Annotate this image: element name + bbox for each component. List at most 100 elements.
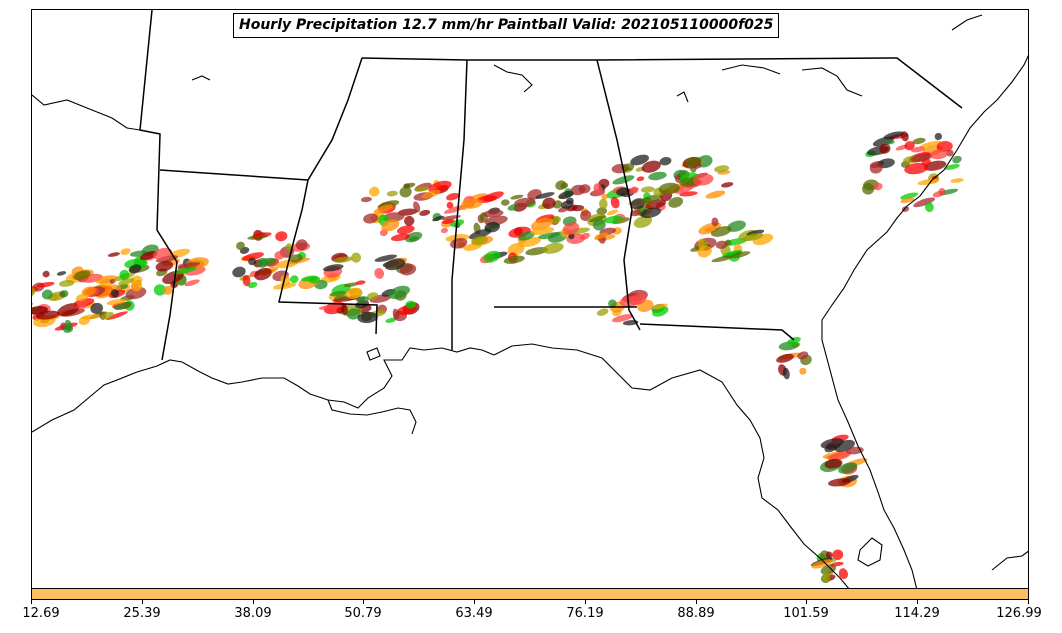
precip-blob <box>799 367 807 375</box>
precip-blob <box>518 231 535 241</box>
precip-blob <box>869 162 883 174</box>
precip-blob <box>692 173 714 186</box>
precip-blob <box>334 295 350 300</box>
precip-blob <box>440 227 448 234</box>
precip-blob <box>273 282 297 290</box>
coastline <box>32 14 1028 588</box>
precip-blob <box>592 219 606 231</box>
precip-blob <box>929 149 949 160</box>
precip-blob <box>608 299 617 308</box>
precip-blob <box>607 209 619 216</box>
precip-blob <box>598 198 608 210</box>
precip-blob <box>510 194 524 200</box>
precip-blob <box>821 572 831 582</box>
precip-blob <box>946 149 954 157</box>
precip-blob <box>369 186 380 197</box>
precip-blob <box>825 551 833 559</box>
precip-blob <box>355 280 366 285</box>
precip-blob <box>90 302 104 314</box>
precip-blob <box>827 478 851 487</box>
precip-blob <box>724 239 732 246</box>
precip-blob <box>611 314 634 323</box>
precipitation-blobs <box>32 131 964 583</box>
precip-blob <box>59 290 69 298</box>
precip-blob <box>628 293 647 306</box>
precip-blob <box>630 209 642 217</box>
precip-blob <box>323 264 344 272</box>
precip-blob <box>824 458 843 469</box>
precip-blob <box>616 187 630 196</box>
state-borders <box>139 10 963 361</box>
precip-blob <box>714 165 730 173</box>
precip-blob <box>76 299 87 310</box>
precip-blob <box>697 245 712 258</box>
precip-blob <box>100 312 115 320</box>
precip-blob <box>343 282 359 288</box>
precip-blob <box>501 199 510 206</box>
precip-blob <box>900 192 919 200</box>
precip-blob <box>75 293 89 302</box>
precip-blob <box>542 242 564 254</box>
precip-blob <box>441 218 455 225</box>
precip-blob <box>56 271 67 276</box>
precip-blob <box>396 225 415 235</box>
precip-blob <box>640 207 662 219</box>
precip-blob <box>919 140 942 149</box>
precip-blob <box>118 278 135 286</box>
precip-blob <box>285 243 293 252</box>
precip-blob <box>879 143 891 154</box>
precip-blob <box>483 250 501 263</box>
precip-blob <box>351 252 362 263</box>
precip-blob <box>776 353 794 363</box>
precip-blob <box>786 336 801 345</box>
colorbar-tick-mark <box>363 600 364 604</box>
precip-blob <box>558 190 574 200</box>
precip-blob <box>934 132 942 141</box>
colorbar-tick-mark <box>253 600 254 604</box>
precip-blob <box>247 234 268 240</box>
precip-blob <box>830 561 844 567</box>
precip-blob <box>468 228 492 240</box>
precip-blob <box>443 205 467 214</box>
precip-blob <box>120 248 131 255</box>
precip-blob <box>275 231 288 242</box>
precip-blob <box>404 231 423 243</box>
colorbar-tick-mark <box>31 600 32 604</box>
precip-blob <box>173 266 197 275</box>
colorbar-tick-label: 50.79 <box>344 606 382 621</box>
precip-blob <box>373 204 394 214</box>
precip-blob <box>432 215 445 222</box>
precip-blob <box>129 264 142 274</box>
precip-blob <box>596 207 608 216</box>
precip-blob <box>381 219 400 232</box>
precip-blob <box>944 164 960 170</box>
precip-blob <box>820 438 844 449</box>
precip-blob <box>419 209 431 216</box>
precip-blob <box>341 303 348 315</box>
precip-blob <box>288 254 303 263</box>
precip-blob <box>392 308 400 320</box>
precip-blob <box>329 290 347 297</box>
precip-blob <box>333 256 354 263</box>
precip-blob <box>668 196 684 208</box>
precip-blob <box>366 292 379 301</box>
precip-blob <box>604 215 623 224</box>
precip-blob <box>633 215 653 228</box>
precip-blob <box>593 183 603 195</box>
precip-blob <box>514 197 536 208</box>
precip-blob <box>441 215 461 221</box>
precip-blob <box>421 189 441 199</box>
precip-blob <box>130 275 143 285</box>
precip-blob <box>594 232 609 239</box>
precip-blob <box>356 296 369 303</box>
precip-blob <box>414 186 430 192</box>
precip-blob <box>648 171 667 181</box>
colorbar-tick-mark <box>474 600 475 604</box>
precip-blob <box>727 220 746 232</box>
precip-blob <box>742 232 764 242</box>
colorbar-tick-label: 88.89 <box>677 606 715 621</box>
precip-blob <box>162 270 184 284</box>
precip-blob <box>924 202 934 212</box>
precip-blob <box>36 281 55 288</box>
precip-blob <box>248 257 257 266</box>
